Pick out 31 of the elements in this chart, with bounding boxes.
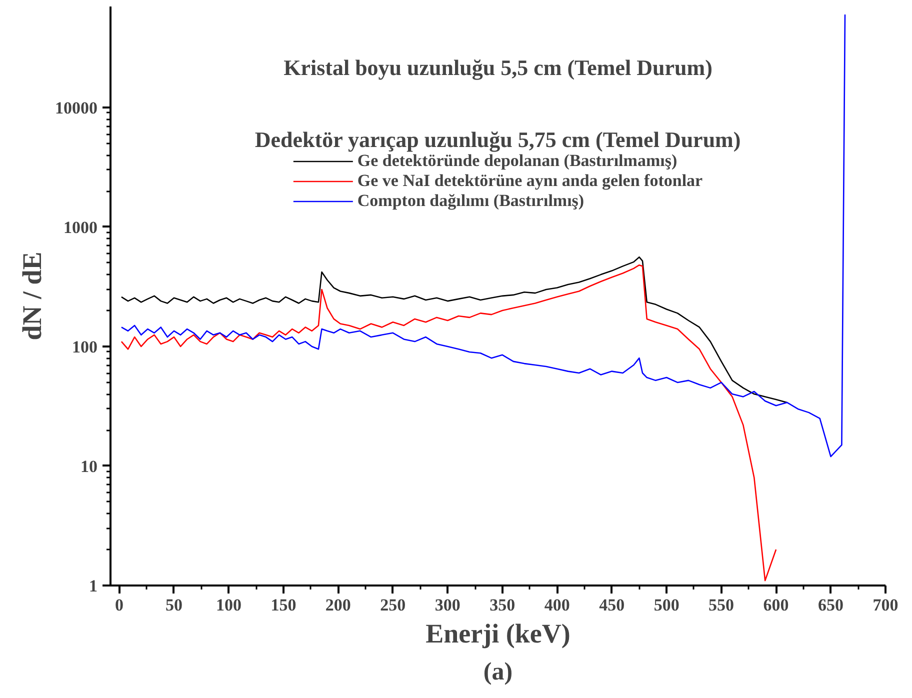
x-tick-label: 0 [115,596,124,614]
line-series [120,264,777,582]
x-tick-label: 600 [763,596,789,614]
x-tick-label: 150 [270,596,296,614]
x-tick-label: 700 [872,596,898,614]
line-series [120,256,788,404]
y-tick-label: 1000 [64,218,98,237]
x-tick-label: 650 [818,596,844,614]
x-tick-label: 350 [490,596,516,614]
x-tick-label: 300 [434,596,460,614]
x-tick-label: 500 [654,596,680,614]
legend-label: Compton dağılımı (Bastırılmış) [357,191,584,211]
y-tick-label: 10000 [55,98,98,118]
legend-label: Ge ve NaI detektörüne aynı anda gelen fotonlar [357,171,703,191]
y-tick-label: 100 [72,337,98,356]
y-tick-label: 1 [89,576,98,596]
x-tick-label: 250 [380,596,406,614]
x-tick-label: 400 [544,596,570,614]
line-series [120,14,846,458]
annotation: Dedektör yarıçap uzunluğu 5,75 cm (Temel Durum) [254,127,741,152]
x-axis-title: Enerji (keV) [426,618,570,648]
x-tick-label: 450 [599,596,625,614]
x-tick-label: 550 [708,596,734,614]
x-tick-label: 200 [325,596,351,614]
y-axis-title: dN / dE [17,252,47,340]
x-tick-label: 100 [216,596,242,614]
annotation: Kristal boyu uzunluğu 5,5 cm (Temel Durum) [284,54,712,80]
text: (a) [483,658,513,686]
x-tick-label: 50 [165,596,182,614]
y-tick-label: 10 [80,457,98,476]
legend-label: Ge detektöründe depolanan (Bastırılmamış) [357,151,678,171]
